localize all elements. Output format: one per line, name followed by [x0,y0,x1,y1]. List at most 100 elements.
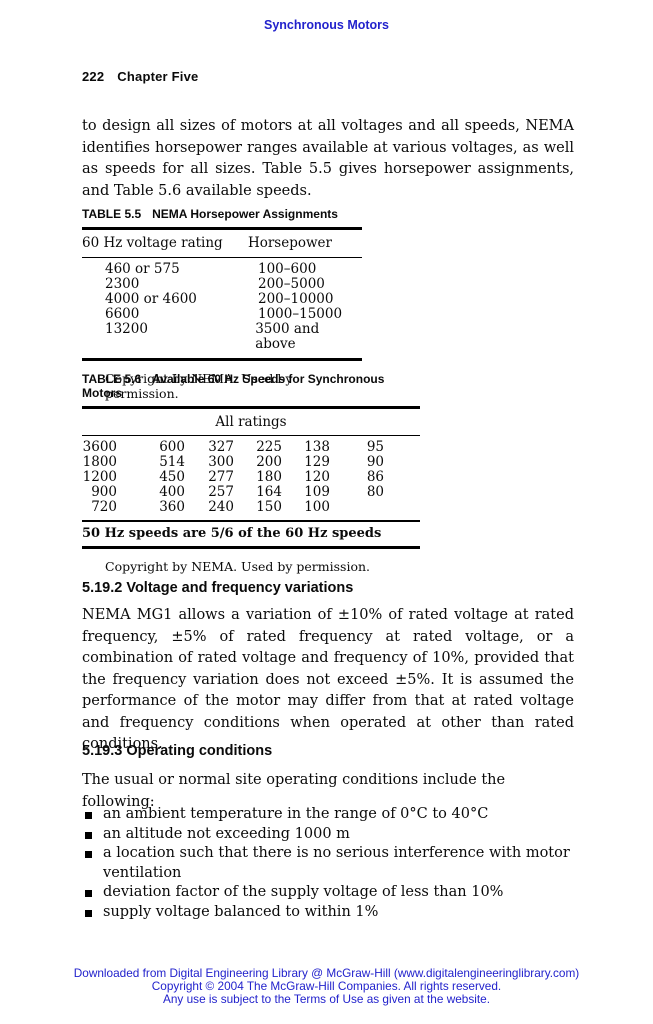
table-row: 3600 600 327 225 138 95 [82,440,420,455]
table-5-5-label: TABLE 5.5 [82,207,142,221]
intro-paragraph: to design all sizes of motors at all vol… [82,118,574,199]
table-row: 900 400 257 164 109 80 [82,485,420,500]
page-number: 222 [82,69,105,84]
cell-speed: 109 [304,484,330,501]
cell-horsepower: 200–10000 [258,291,334,308]
table-rule-top [82,227,362,230]
section-heading-5-19-2: 5.19.2 Voltage and frequency variations [82,580,354,596]
table-row: 4000 or 4600 200–10000 [82,292,362,307]
table-rule-bottom [82,358,362,362]
cell-speed: 900 [91,484,117,501]
cell-speed: 129 [304,454,330,471]
cell-speed: 600 [159,439,185,456]
list-item-text: an altitude not exceeding 1000 m [103,825,350,842]
cell-speed: 80 [366,484,384,501]
table-5-5-copyright: Copyright by NEMA. Used by permission. [105,371,293,402]
cell-speed: 300 [208,454,234,471]
table-row: 1800 514 300 200 129 90 [82,455,420,470]
table-rule-inner [82,435,420,437]
cell-speed: 138 [304,439,330,456]
bullet-square-icon [85,890,92,897]
cell-horsepower: 100–600 [258,261,317,278]
chapter-title: Chapter Five [117,69,199,84]
cell-voltage: 6600 [105,306,140,323]
section-heading-5-19-3: 5.19.3 Operating conditions [82,743,273,759]
folio: 222 Chapter Five [82,69,198,84]
bullet-square-icon [85,831,92,839]
footer-terms-line: Any use is subject to the Terms of Use a… [163,992,490,1006]
table-5-5-header-row: 60 Hz voltage rating Horsepower [82,230,362,257]
cell-voltage: 4000 or 4600 [105,291,197,308]
table-row: 1200 450 277 180 120 86 [82,470,420,485]
table-5-6-footnote: 50 Hz speeds are 5/6 of the 60 Hz speeds [82,525,382,541]
cell-speed: 257 [208,484,234,501]
list-item: deviation factor of the supply voltage o… [82,883,574,903]
list-item-text: an ambient temperature in the range of 0… [103,806,489,822]
column-header-voltage: 60 Hz voltage rating [82,235,223,251]
cell-horsepower: 3500 and above [255,321,320,353]
cell-speed: 150 [256,499,282,516]
cell-speed: 95 [366,439,384,456]
running-head: Synchronous Motors [263,18,389,32]
list-item-text: deviation factor of the supply voltage o… [103,884,504,900]
table-5-6-caption: TABLE 5.6 Available 60 Hz Speeds for Sync… [82,372,420,400]
list-item: an altitude not exceeding 1000 m [82,825,574,845]
list-item-text: supply voltage balanced to within 1% [103,903,379,920]
table-row: 460 or 575 100–600 [82,262,362,277]
cell-speed: 86 [366,469,384,486]
bullet-square-icon [85,812,92,819]
table-5-6-title: Available 60 Hz Speeds for Synchronous M… [82,372,385,400]
table-rule-bottom [82,545,420,549]
table-5-6-label: TABLE 5.6 [82,372,142,386]
table-row: 2300 200–5000 [82,277,362,292]
table-5-5-caption: TABLE 5.5 NEMA Horsepower Assignments [82,207,362,221]
section-body-5-19-2: NEMA MG1 allows a variation of ±10% of r… [82,607,574,752]
cell-speed: 450 [159,469,185,486]
table-rule-top [82,406,420,409]
bullet-square-icon [85,909,92,917]
cell-horsepower: 1000–15000 [258,306,343,323]
list-item-text: a location such that there is no serious… [103,845,570,881]
table-5-5-body: 460 or 575 100–600 2300 200–5000 4000 or… [82,258,362,358]
page-footer: Downloaded from Digital Engineering Libr… [0,967,653,1006]
footer-copyright-line: Copyright © 2004 The McGraw-Hill Compani… [151,979,502,993]
cell-speed: 400 [159,484,185,501]
list-item: supply voltage balanced to within 1% [82,903,574,923]
cell-speed: 100 [304,499,330,516]
table-row: 13200 3500 and above [82,322,362,352]
cell-speed: 240 [208,499,234,516]
spanner-header-all-ratings: All ratings [215,414,287,430]
cell-speed: 90 [366,454,384,471]
table-5-6: TABLE 5.6 Available 60 Hz Speeds for Sync… [82,372,420,574]
cell-speed: 1800 [82,454,117,471]
cell-speed: 180 [256,469,282,486]
cell-speed: 1200 [82,469,117,486]
list-item: a location such that there is no serious… [82,844,574,883]
cell-voltage: 460 or 575 [105,261,180,278]
cell-speed: 164 [256,484,282,501]
table-row: 6600 1000–15000 [82,307,362,322]
cell-speed: 514 [159,454,185,471]
bullet-square-icon [85,851,92,858]
table-5-5-title: NEMA Horsepower Assignments [152,207,338,221]
cell-voltage: 13200 [105,321,148,338]
bullet-list: an ambient temperature in the range of 0… [82,805,574,922]
cell-speed: 225 [256,439,282,456]
table-5-5: TABLE 5.5 NEMA Horsepower Assignments 60 … [82,207,362,401]
table-5-6-copyright: Copyright by NEMA. Used by permission. [105,558,371,574]
cell-speed: 720 [91,499,117,516]
cell-speed: 360 [159,499,185,516]
cell-speed: 277 [208,469,234,486]
table-row: 720 360 240 150 100 [82,500,420,515]
cell-speed: 327 [208,439,234,456]
cell-voltage: 2300 [105,276,140,293]
cell-speed: 120 [304,469,330,486]
table-5-6-body: 3600 600 327 225 138 95 1800 514 300 200… [82,436,420,520]
table-rule-inner [82,257,362,259]
footer-download-line: Downloaded from Digital Engineering Libr… [73,966,580,980]
table-rule-inner [82,520,420,522]
cell-speed: 3600 [82,439,117,456]
column-header-horsepower: Horsepower [247,235,332,251]
cell-horsepower: 200–5000 [258,276,325,293]
